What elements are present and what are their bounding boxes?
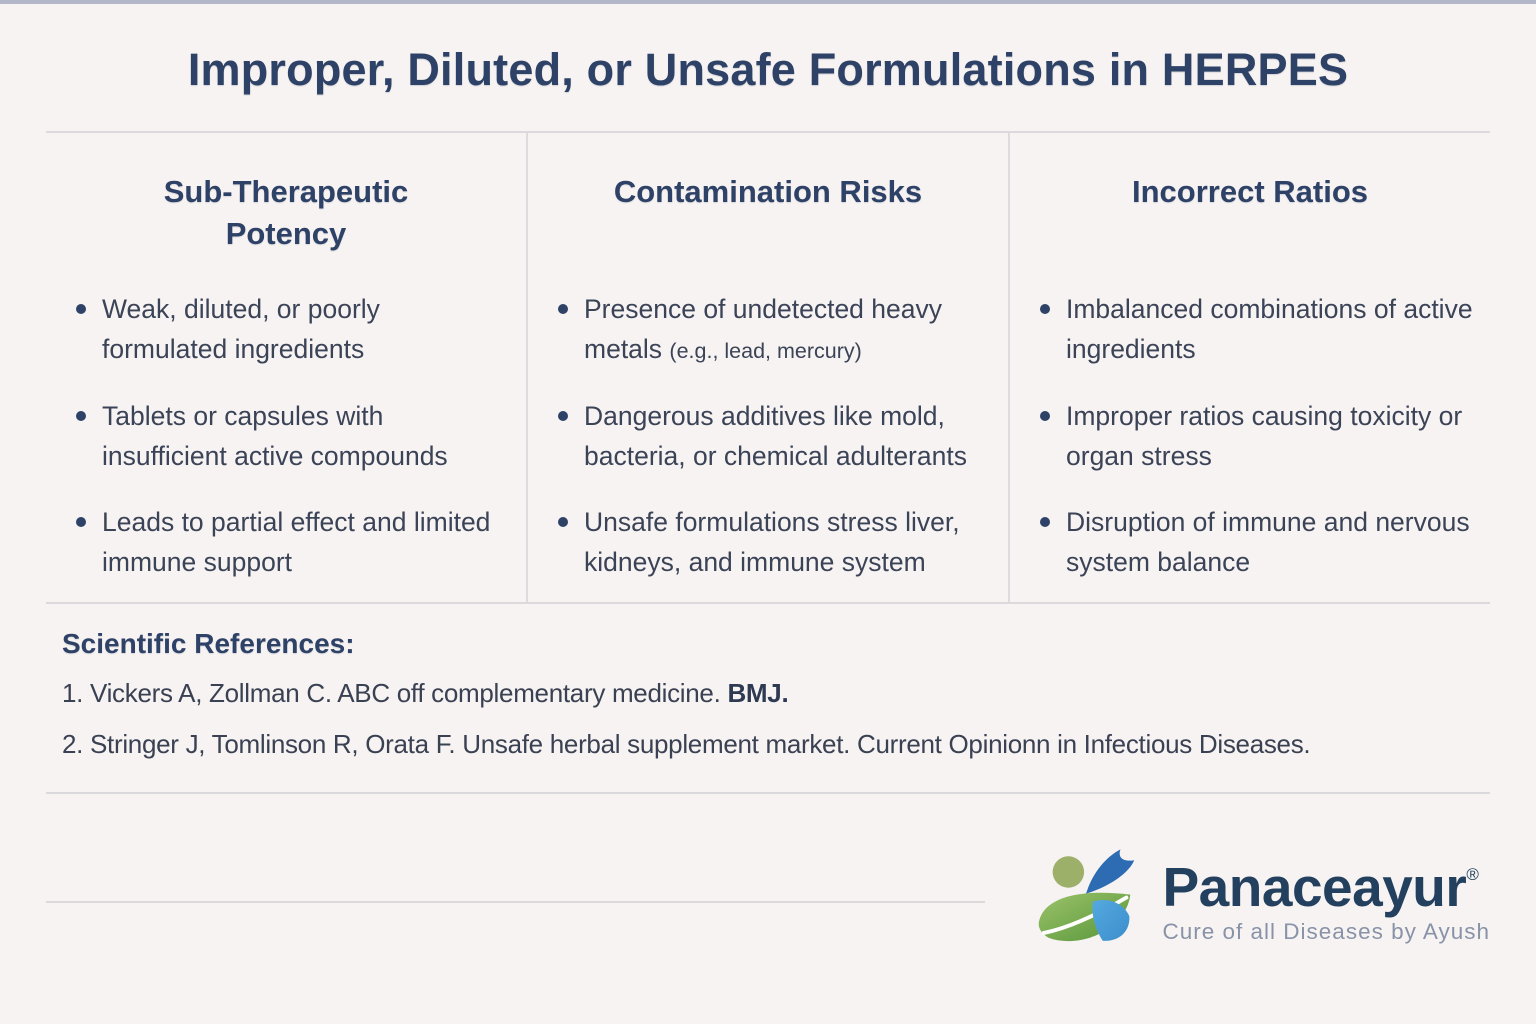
bullet-text: Leads to partial effect and limited immu… [102,507,491,578]
bullet-icon [1040,517,1050,528]
bullet-text: Improper ratios causing toxicity or orga… [1066,400,1463,471]
bullet-text: Disruption of immune and nervous system … [1066,507,1470,578]
bullet-text: Dangerous additives like mold, bacteria,… [584,400,967,471]
bullet-text: Weak, diluted, or poorly formulated ingr… [102,294,380,365]
bullet-icon [76,304,86,314]
footer-divider-line [46,901,985,904]
list-item: Imbalanced combinations of active ingred… [1040,289,1474,370]
brand-logo: Panaceayur ® Cure of all Diseases by Ayu… [1031,845,1491,959]
top-accent-strip [0,0,1536,4]
footer-section: Panaceayur ® Cure of all Diseases by Ayu… [46,842,1490,962]
bullet-icon [558,517,568,528]
bullet-icon [76,517,86,528]
registered-trademark-icon: ® [1466,865,1479,885]
list-item: Presence of undetected heavy metals (e.g… [558,289,992,370]
divider-under-columns [46,602,1490,604]
reference-text: 2. Stringer J, Tomlinson R, Orata F. Uns… [62,729,1311,760]
list-item: Improper ratios causing toxicity or orga… [1040,396,1474,477]
reference-item: 2. Stringer J, Tomlinson R, Orata F. Uns… [62,727,1490,762]
reference-text: 1. Vickers A, Zollman C. ABC off complem… [62,678,728,708]
list-item: Weak, diluted, or poorly formulated ingr… [76,289,510,370]
logo-brand-row: Panaceayur ® [1163,859,1491,917]
logo-brand-name: Panaceayur [1162,856,1467,919]
bullet-list: Weak, diluted, or poorly formulated ingr… [52,289,520,583]
bullet-text: Presence of undetected heavy metals (e.g… [584,289,992,370]
bullet-icon [558,410,568,421]
bullet-note-text: (e.g., lead, mercury) [669,339,862,364]
list-item: Tablets or capsules with insufficient ac… [76,396,510,477]
panaceayur-logo-icon [1038,849,1134,942]
bullet-main-text: Presence of undetected heavy metals [584,294,942,365]
bullet-list: Presence of undetected heavy metals (e.g… [534,289,1002,583]
bullet-icon [76,410,86,421]
column-incorrect-ratios: Incorrect Ratios Imbalanced combinations… [1008,133,1490,602]
logo-text-block: Panaceayur ® Cure of all Diseases by Ayu… [1163,859,1491,945]
bullet-icon [558,304,568,314]
list-item: Disruption of immune and nervous system … [1040,502,1474,583]
bullet-icon [1040,304,1050,314]
reference-journal: BMJ. [727,678,789,708]
columns-section: Sub-Therapeutic Potency Weak, diluted, o… [46,133,1490,602]
page-title: Improper, Diluted, or Unsafe Formulation… [187,44,1349,95]
references-section: Scientific References: 1. Vickers A, Zol… [46,604,1490,762]
column-sub-therapeutic-potency: Sub-Therapeutic Potency Weak, diluted, o… [46,133,526,602]
divider-under-references [46,792,1490,795]
list-item: Unsafe formulations stress liver, kidney… [558,502,992,583]
column-heading: Incorrect Ratios [1131,174,1368,209]
bullet-text: Imbalanced combinations of active ingred… [1066,294,1473,365]
column-heading: Contamination Risks [613,174,923,209]
bullet-list: Imbalanced combinations of active ingred… [1016,289,1484,583]
logo-tagline: Cure of all Diseases by Ayush [1162,919,1490,945]
bullet-text: Unsafe formulations stress liver, kidney… [584,507,960,578]
list-item: Dangerous additives like mold, bacteria,… [558,396,992,477]
column-heading: Sub-Therapeutic Potency [163,174,409,251]
bullet-text: Tablets or capsules with insufficient ac… [102,400,448,471]
divider-under-title [46,131,1490,133]
reference-item: 1. Vickers A, Zollman C. ABC off complem… [62,676,1490,711]
column-contamination-risks: Contamination Risks Presence of undetect… [526,133,1008,602]
bullet-icon [1040,410,1050,421]
references-heading: Scientific References: [62,628,355,659]
list-item: Leads to partial effect and limited immu… [76,502,510,583]
